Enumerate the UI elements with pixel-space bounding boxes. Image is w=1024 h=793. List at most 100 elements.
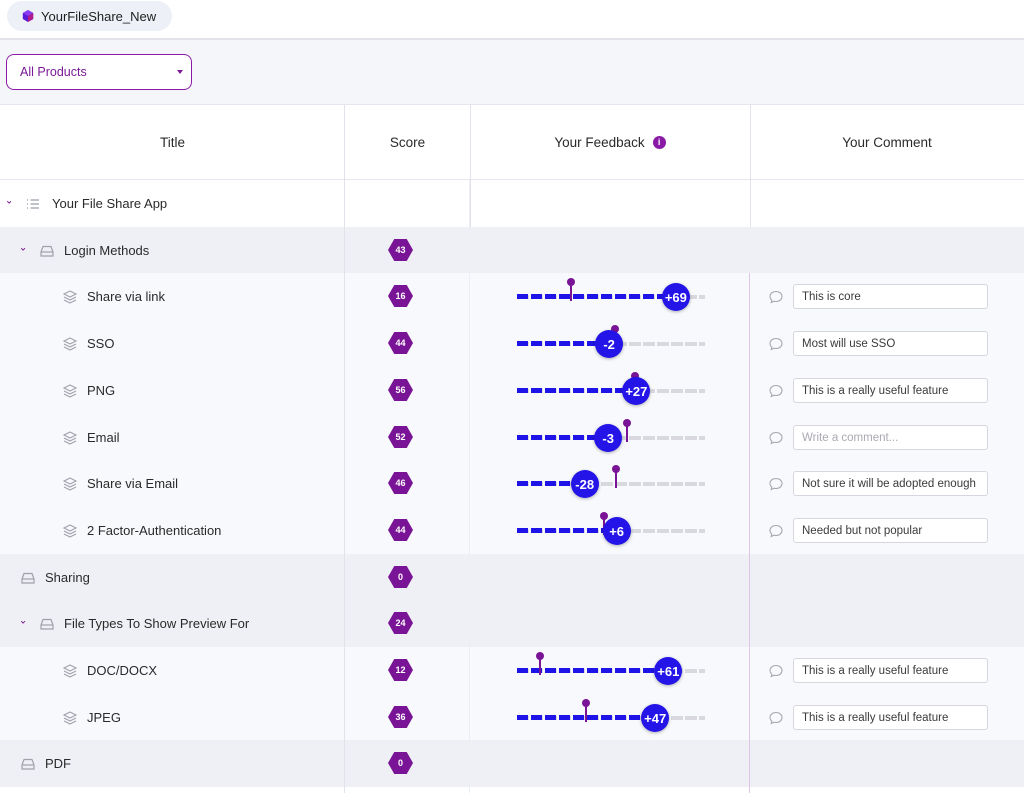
comment-input[interactable]: This is core — [793, 284, 988, 309]
title-cell: Share via Email — [62, 460, 178, 507]
slider-handle[interactable]: +47 — [641, 704, 670, 732]
comment-text: This is a really useful feature — [802, 711, 949, 724]
comment-input[interactable]: This is a really useful feature — [793, 705, 988, 730]
score-badge: 0 — [388, 566, 413, 588]
comment-icon — [769, 290, 783, 304]
column-comment-label: Your Comment — [842, 135, 932, 150]
slider-handle[interactable]: +69 — [661, 283, 690, 311]
table-row[interactable]: Your File Share App — [0, 180, 1024, 227]
row-title: JPEG — [87, 710, 121, 725]
comment-input[interactable]: This is a really useful feature — [793, 378, 988, 403]
feedback-slider[interactable]: -28 — [517, 460, 705, 507]
score-badge: 46 — [388, 472, 413, 494]
column-header-score[interactable]: Score — [345, 105, 470, 180]
comment-text: Most will use SSO — [802, 337, 896, 350]
row-title: SSO — [87, 336, 115, 351]
feedback-slider[interactable]: +6 — [517, 507, 705, 554]
app-logo-icon — [22, 10, 34, 22]
column-divider — [749, 273, 750, 655]
chevron-down-icon — [6, 200, 12, 204]
feedback-slider[interactable]: +27 — [517, 367, 705, 414]
feedback-slider[interactable]: -2 — [517, 320, 705, 367]
feedback-slider[interactable]: +47 — [517, 694, 705, 741]
feedback-slider[interactable]: -3 — [517, 414, 705, 461]
title-cell: JPEG — [62, 694, 121, 741]
score-badge: 44 — [388, 519, 413, 541]
comment-text: Needed but not popular — [802, 524, 923, 537]
row-title: PDF — [45, 756, 71, 771]
slider-handle[interactable]: -3 — [594, 424, 623, 452]
comment-text: This is a really useful feature — [802, 384, 949, 397]
row-title: Sharing — [45, 570, 90, 585]
table-row[interactable]: Sharing 0 — [0, 554, 1024, 601]
column-feedback-label: Your Feedback — [554, 135, 645, 150]
slider-handle[interactable]: +61 — [654, 657, 683, 685]
title-cell: SSO — [62, 320, 114, 367]
table-row[interactable]: Share via Email 46 -28 Not sure it will be … — [0, 460, 1024, 507]
column-score-label: Score — [389, 135, 426, 150]
row-title: Share via Email — [87, 476, 179, 491]
table-row[interactable]: 2 Factor-Authentication 44 +6 Needed but no… — [0, 507, 1024, 554]
table-row[interactable]: Login Methods 43 — [0, 227, 1024, 274]
layers-icon — [62, 430, 78, 445]
inbox-icon — [40, 618, 54, 630]
score-badge: 16 — [388, 285, 413, 307]
column-divider — [749, 655, 750, 793]
comment-input[interactable]: This is a really useful feature — [793, 658, 988, 683]
layers-icon — [62, 663, 78, 678]
list-icon — [27, 198, 39, 209]
comment-input[interactable]: Needed but not popular — [793, 518, 988, 543]
feedback-slider[interactable]: +69 — [517, 273, 705, 320]
comment-text: This is core — [802, 290, 861, 303]
column-title-label: Title — [159, 135, 185, 150]
table-row[interactable]: PDF 0 — [0, 740, 1024, 787]
app-name: YourFileShare_New — [41, 8, 157, 24]
comment-icon — [769, 337, 783, 351]
average-marker — [623, 419, 632, 442]
inbox-icon — [21, 758, 35, 770]
row-title: 2 Factor-Authentication — [87, 523, 222, 538]
table-row[interactable]: PNG 56 +27 This is a really useful feature — [0, 367, 1024, 414]
product-filter-select[interactable]: All Products — [6, 54, 192, 90]
slider-fill — [517, 481, 585, 486]
caret-down-icon — [177, 70, 183, 74]
comment-icon — [769, 431, 783, 445]
comment-input[interactable]: Not sure it will be adopted enough — [793, 471, 988, 496]
slider-fill — [517, 388, 637, 393]
column-header-feedback: Your Feedback i — [470, 105, 750, 180]
title-cell: Your File Share App — [6, 180, 167, 227]
table-row[interactable]: File Types To Show Preview For 24 — [0, 600, 1024, 647]
average-marker — [566, 278, 575, 301]
table-row[interactable]: Share via link 16 +69 This is core — [0, 273, 1024, 320]
slider-fill — [517, 668, 669, 673]
row-title: File Types To Show Preview For — [64, 616, 250, 631]
info-icon[interactable]: i — [652, 136, 666, 149]
title-cell: Sharing — [20, 554, 90, 601]
row-title: PNG — [87, 383, 116, 398]
comment-input[interactable]: Most will use SSO — [793, 331, 988, 356]
title-cell: Share via link — [62, 273, 165, 320]
title-cell: File Types To Show Preview For — [20, 600, 249, 647]
table-row[interactable]: Email 52 -3 Write a comment... — [0, 414, 1024, 461]
comment-text: This is a really useful feature — [802, 664, 949, 677]
table-row[interactable]: DOC/DOCX 12 +61 This is a really useful fea… — [0, 647, 1024, 694]
table-row[interactable]: SSO 44 -2 Most will use SSO — [0, 320, 1024, 367]
table-row[interactable]: JPEG 36 +47 This is a really useful feature — [0, 694, 1024, 741]
chevron-down-icon — [20, 247, 26, 251]
chevron-down-icon — [20, 620, 26, 624]
slider-handle[interactable]: +6 — [602, 517, 631, 545]
feedback-slider[interactable]: +61 — [517, 647, 705, 694]
slider-handle[interactable]: -28 — [570, 470, 599, 498]
comment-input[interactable]: Write a comment... — [793, 425, 988, 450]
slider-fill — [517, 341, 610, 346]
slider-handle[interactable]: +27 — [622, 377, 651, 405]
comment-icon — [769, 477, 783, 491]
slider-handle[interactable]: -2 — [595, 330, 624, 358]
comment-icon — [769, 524, 783, 538]
column-header-title[interactable]: Title — [0, 105, 345, 180]
score-badge: 43 — [388, 239, 413, 261]
column-header-comment: Your Comment — [750, 105, 1024, 180]
comment-text: Write a comment... — [802, 431, 899, 444]
app-switcher[interactable]: YourFileShare_New — [7, 1, 173, 31]
layers-icon — [62, 523, 78, 538]
